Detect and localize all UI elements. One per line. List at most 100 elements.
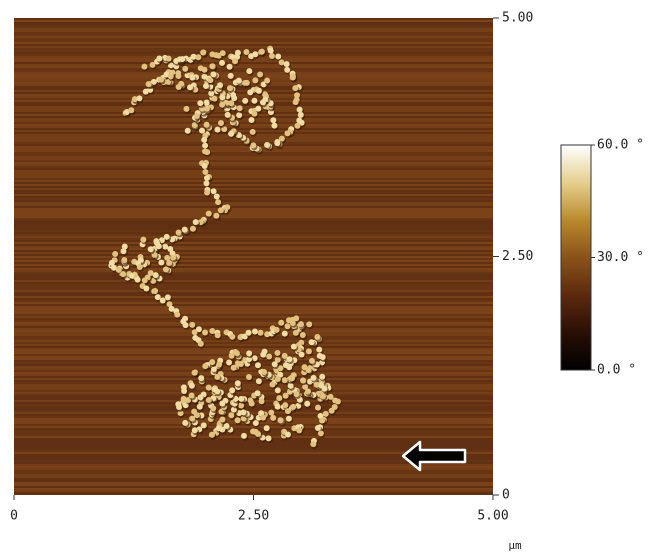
- particle: [204, 106, 210, 112]
- particle: [284, 67, 290, 73]
- particle: [210, 71, 216, 77]
- particle: [201, 422, 207, 428]
- particle: [255, 431, 261, 437]
- particle: [238, 361, 244, 367]
- particle: [215, 127, 221, 133]
- particle: [306, 321, 312, 327]
- scan-line: [14, 236, 493, 238]
- x-tick-label: 5.00: [477, 509, 508, 524]
- particle: [196, 326, 202, 332]
- scan-line: [14, 346, 493, 348]
- particle: [183, 106, 189, 112]
- particle: [297, 107, 303, 113]
- particle: [141, 64, 147, 70]
- particle: [270, 415, 276, 421]
- scan-line: [14, 266, 493, 268]
- scan-line: [14, 170, 493, 172]
- particle: [309, 358, 315, 364]
- particle: [242, 98, 248, 104]
- particle: [251, 98, 257, 104]
- scan-line: [14, 274, 493, 276]
- scan-line: [14, 34, 493, 36]
- scan-line: [14, 280, 493, 282]
- particle: [166, 260, 172, 266]
- particle: [202, 169, 208, 175]
- particle: [270, 117, 276, 123]
- particle: [215, 332, 221, 338]
- particle: [135, 277, 141, 283]
- particle: [264, 425, 270, 431]
- colorbar-label: 0.0 °: [597, 363, 636, 378]
- scan-line: [14, 474, 493, 476]
- particle: [164, 255, 170, 261]
- particle: [320, 354, 326, 360]
- scan-line: [14, 62, 493, 64]
- particle: [214, 374, 220, 380]
- particle: [185, 128, 191, 134]
- scan-line: [14, 244, 493, 246]
- particle: [214, 194, 220, 200]
- particle: [329, 408, 335, 414]
- scan-line: [14, 296, 493, 298]
- particle: [292, 85, 298, 91]
- particle: [246, 68, 252, 74]
- particle: [246, 350, 252, 356]
- scan-line: [14, 300, 493, 302]
- scan-line: [14, 388, 493, 390]
- particle: [248, 117, 254, 123]
- particle: [255, 106, 261, 112]
- scan-line: [14, 338, 493, 340]
- particle: [255, 362, 261, 368]
- particle: [189, 322, 195, 328]
- particle: [197, 100, 203, 106]
- particle: [290, 320, 296, 326]
- scan-line: [14, 64, 493, 66]
- scan-line: [14, 472, 493, 474]
- particle: [321, 386, 327, 392]
- particle: [140, 237, 146, 243]
- scan-line: [14, 252, 493, 254]
- particle: [249, 401, 255, 407]
- particle: [204, 149, 210, 155]
- particle: [300, 377, 306, 383]
- particle: [275, 376, 281, 382]
- particle: [211, 188, 217, 194]
- particle: [240, 409, 246, 415]
- scan-line: [14, 212, 493, 214]
- scan-line: [14, 198, 493, 200]
- scan-line: [14, 476, 493, 478]
- scan-line: [14, 352, 493, 354]
- particle: [293, 330, 299, 336]
- scan-line: [14, 412, 493, 414]
- scan-line: [14, 20, 493, 22]
- x-unit: µm: [508, 539, 522, 552]
- scan-line: [14, 288, 493, 290]
- particle: [276, 395, 282, 401]
- particle: [257, 72, 263, 78]
- particle: [315, 425, 321, 431]
- particle: [189, 383, 195, 389]
- scan-line: [14, 314, 493, 316]
- particle: [202, 143, 208, 149]
- particle: [306, 367, 312, 373]
- particle: [220, 417, 226, 423]
- particle: [296, 427, 302, 433]
- scan-line: [14, 260, 493, 262]
- scan-line: [14, 26, 493, 28]
- scan-line: [14, 250, 493, 252]
- scan-line: [14, 342, 493, 344]
- particle: [335, 398, 341, 404]
- particle: [215, 199, 221, 205]
- scan-line: [14, 222, 493, 224]
- particle: [260, 99, 266, 105]
- scan-line: [14, 184, 493, 186]
- scan-line: [14, 224, 493, 226]
- particle: [212, 96, 218, 102]
- particle: [323, 411, 329, 417]
- particle: [250, 129, 256, 135]
- particle: [148, 246, 154, 252]
- scan-line: [14, 364, 493, 366]
- particle: [229, 387, 235, 393]
- particle: [241, 433, 247, 439]
- particle: [226, 360, 232, 366]
